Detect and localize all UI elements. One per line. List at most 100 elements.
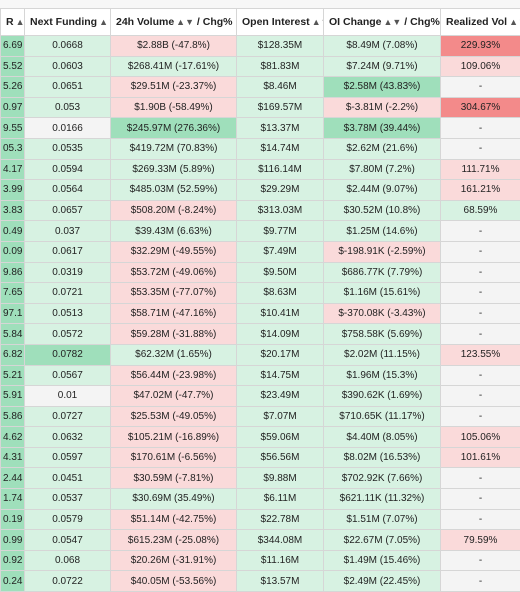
- cell-realized-vol: -: [441, 386, 520, 407]
- cell-realized-vol: -: [441, 324, 520, 345]
- cell-open-interest: $6.11M: [237, 489, 324, 510]
- cell-24h-volume: $29.51M (-23.37%): [111, 77, 237, 98]
- header-24h-volume[interactable]: 24h Volume▲▼ / Chg%▲▼: [111, 9, 237, 36]
- header-oi-change[interactable]: OI Change▲▼ / Chg%▲▼: [324, 9, 441, 36]
- cell-realized-vol: -: [441, 138, 520, 159]
- header-row: R▲▼ Next Funding▲▼ 24h Volume▲▼ / Chg%▲▼…: [1, 9, 520, 36]
- cell-24h-volume: $40.05M (-53.56%): [111, 571, 237, 592]
- cell-next-funding: 0.0572: [25, 324, 111, 345]
- cell-open-interest: $7.07M: [237, 406, 324, 427]
- header-next-funding[interactable]: Next Funding▲▼: [25, 9, 111, 36]
- cell-24h-volume: $25.53M (-49.05%): [111, 406, 237, 427]
- cell-24h-volume: $1.90B (-58.49%): [111, 97, 237, 118]
- header-open-interest[interactable]: Open Interest▲▼: [237, 9, 324, 36]
- cell-24h-volume: $2.88B (-47.8%): [111, 36, 237, 57]
- cell-realized-vol: -: [441, 550, 520, 571]
- cell-24h-volume: $508.20M (-8.24%): [111, 200, 237, 221]
- cell-next-funding: 0.0632: [25, 427, 111, 448]
- cell-realized-vol: 79.59%: [441, 530, 520, 551]
- cell-next-funding: 0.0535: [25, 138, 111, 159]
- cell-col0-value: 5.21: [1, 365, 25, 386]
- cell-next-funding: 0.0451: [25, 468, 111, 489]
- cell-open-interest: $20.17M: [237, 344, 324, 365]
- header-realized-vol[interactable]: Realized Vol▲▼: [441, 9, 520, 36]
- cell-oi-change: $-198.91K (-2.59%): [324, 241, 441, 262]
- cell-open-interest: $313.03M: [237, 200, 324, 221]
- cell-realized-vol: -: [441, 509, 520, 530]
- cell-24h-volume: $53.35M (-77.07%): [111, 283, 237, 304]
- cell-col0-value: 0.92: [1, 550, 25, 571]
- cell-oi-change: $686.77K (7.79%): [324, 262, 441, 283]
- cell-open-interest: $7.49M: [237, 241, 324, 262]
- cell-open-interest: $81.83M: [237, 56, 324, 77]
- cell-oi-change: $4.40M (8.05%): [324, 427, 441, 448]
- cell-col0-value: 0.49: [1, 221, 25, 242]
- cell-col0-value: 05.3: [1, 138, 25, 159]
- cell-next-funding: 0.0657: [25, 200, 111, 221]
- cell-oi-change: $702.92K (7.66%): [324, 468, 441, 489]
- cell-24h-volume: $30.59M (-7.81%): [111, 468, 237, 489]
- cell-24h-volume: $105.21M (-16.89%): [111, 427, 237, 448]
- cell-open-interest: $8.63M: [237, 283, 324, 304]
- header-col0[interactable]: R▲▼: [1, 9, 25, 36]
- cell-oi-change: $710.65K (11.17%): [324, 406, 441, 427]
- cell-col0-value: 5.91: [1, 386, 25, 407]
- cell-next-funding: 0.0564: [25, 180, 111, 201]
- cell-next-funding: 0.0603: [25, 56, 111, 77]
- cell-24h-volume: $30.69M (35.49%): [111, 489, 237, 510]
- cell-24h-volume: $419.72M (70.83%): [111, 138, 237, 159]
- cell-24h-volume: $245.97M (276.36%): [111, 118, 237, 139]
- sort-icon: ▲▼: [176, 17, 194, 27]
- cell-24h-volume: $47.02M (-47.7%): [111, 386, 237, 407]
- sort-icon: ▲▼: [16, 17, 25, 27]
- sort-icon: ▲▼: [312, 17, 324, 27]
- cell-next-funding: 0.0782: [25, 344, 111, 365]
- cell-oi-change: $8.49M (7.08%): [324, 36, 441, 57]
- cell-oi-change: $1.96M (15.3%): [324, 365, 441, 386]
- cell-oi-change: $2.58M (43.83%): [324, 77, 441, 98]
- cell-open-interest: $344.08M: [237, 530, 324, 551]
- cell-open-interest: $169.57M: [237, 97, 324, 118]
- cell-24h-volume: $615.23M (-25.08%): [111, 530, 237, 551]
- top-strip: [0, 0, 520, 8]
- sort-icon: ▲▼: [509, 17, 520, 27]
- cell-24h-volume: $62.32M (1.65%): [111, 344, 237, 365]
- cell-open-interest: $11.16M: [237, 550, 324, 571]
- cell-oi-change: $30.52M (10.8%): [324, 200, 441, 221]
- cell-open-interest: $8.46M: [237, 77, 324, 98]
- cell-next-funding: 0.0166: [25, 118, 111, 139]
- cell-col0-value: 5.52: [1, 56, 25, 77]
- cell-open-interest: $9.77M: [237, 221, 324, 242]
- cell-open-interest: $128.35M: [237, 36, 324, 57]
- cell-realized-vol: -: [441, 283, 520, 304]
- cell-24h-volume: $485.03M (52.59%): [111, 180, 237, 201]
